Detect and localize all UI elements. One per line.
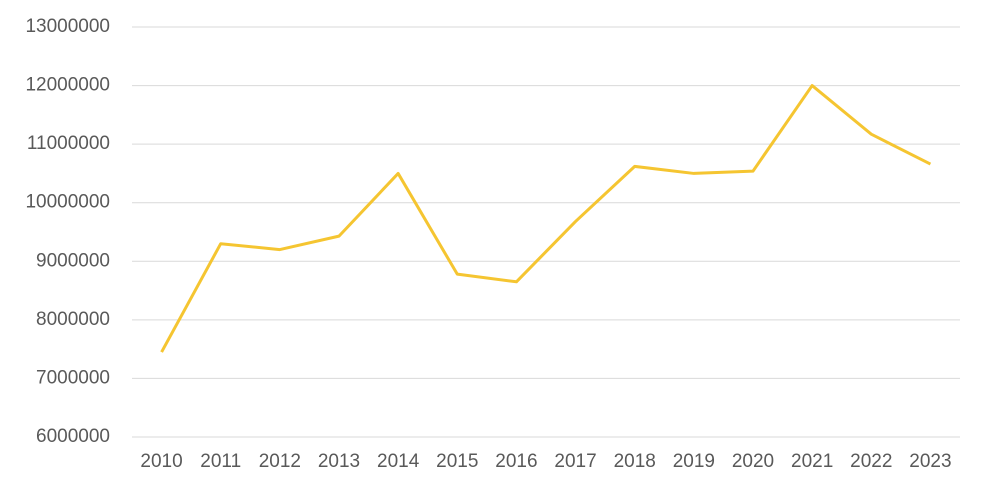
x-tick-label: 2020 (732, 451, 774, 472)
x-tick-label: 2013 (318, 451, 360, 472)
x-tick-label: 2022 (850, 451, 892, 472)
x-tick-label: 2015 (436, 451, 478, 472)
y-tick-label: 13000000 (25, 16, 110, 37)
x-tick-label: 2017 (554, 451, 596, 472)
x-tick-label: 2011 (200, 451, 241, 472)
y-tick-label: 8000000 (36, 309, 110, 330)
x-tick-label: 2023 (909, 451, 951, 472)
x-tick-label: 2018 (614, 451, 656, 472)
x-tick-label: 2012 (259, 451, 301, 472)
y-tick-label: 12000000 (25, 75, 110, 96)
x-tick-label: 2014 (377, 451, 420, 472)
x-tick-label: 2021 (791, 451, 833, 472)
x-tick-label: 2010 (140, 451, 182, 472)
y-tick-label: 6000000 (36, 426, 110, 447)
y-tick-label: 9000000 (36, 250, 110, 271)
y-tick-label: 11000000 (27, 133, 110, 154)
y-tick-label: 10000000 (25, 192, 110, 213)
x-tick-label: 2019 (673, 451, 715, 472)
y-tick-label: 7000000 (36, 367, 110, 388)
line (160, 84, 932, 353)
x-tick-label: 2016 (495, 451, 537, 472)
